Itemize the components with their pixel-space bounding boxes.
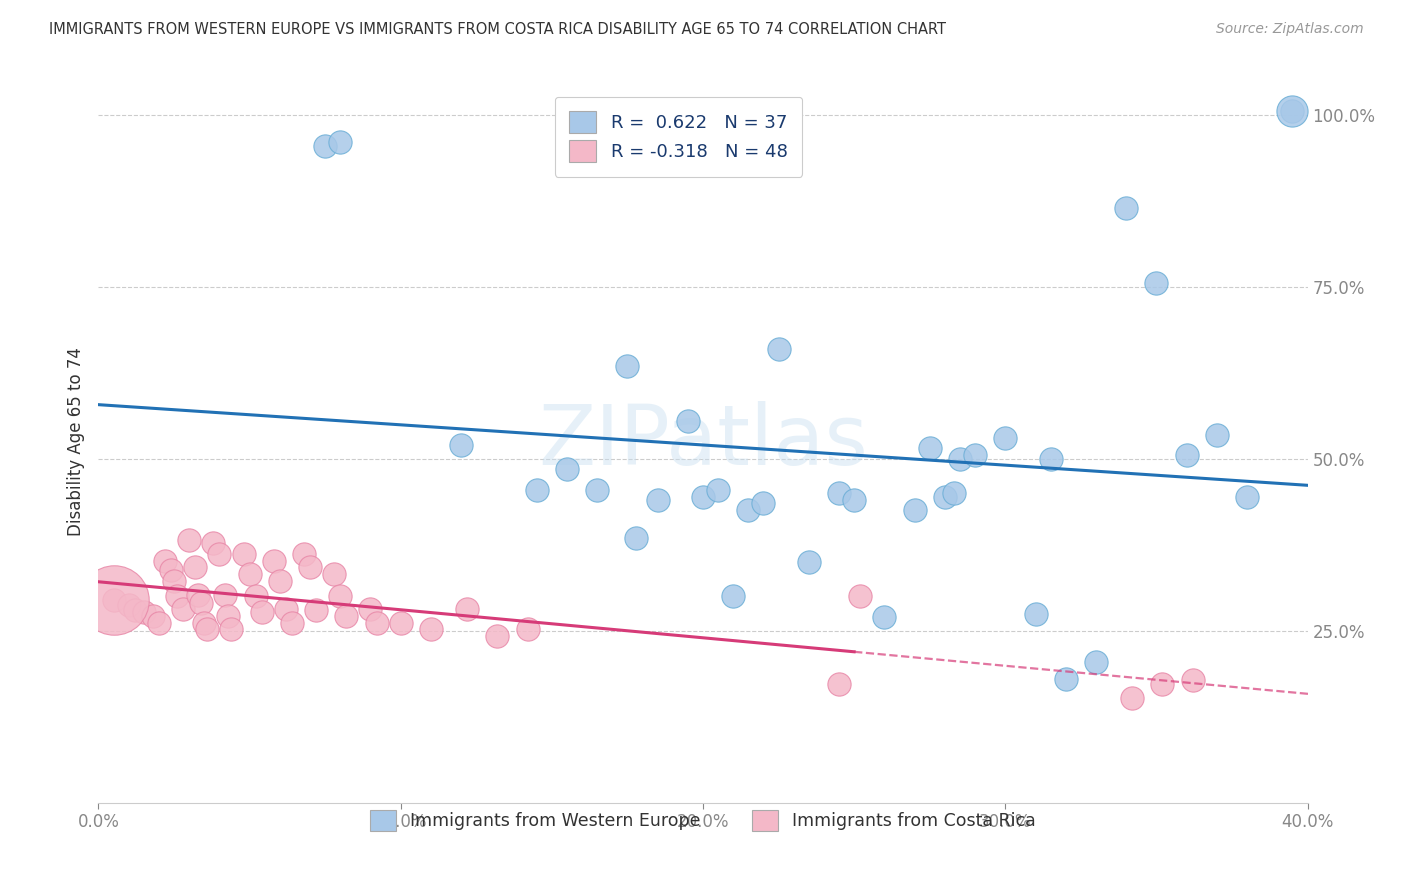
Point <box>1054 672 1077 686</box>
Point <box>202 535 225 549</box>
Point <box>1175 448 1198 462</box>
Point <box>873 610 896 624</box>
Point <box>269 574 291 589</box>
Point <box>299 560 322 574</box>
Point <box>214 588 236 602</box>
Point <box>281 615 304 630</box>
Text: Source: ZipAtlas.com: Source: ZipAtlas.com <box>1216 22 1364 37</box>
Point <box>1181 673 1204 688</box>
Text: ZIPatlas: ZIPatlas <box>538 401 868 482</box>
Point <box>163 574 186 589</box>
Point <box>828 677 851 691</box>
Legend: Immigrants from Western Europe, Immigrants from Costa Rica: Immigrants from Western Europe, Immigran… <box>356 796 1050 845</box>
Point <box>707 483 730 497</box>
Point <box>323 567 346 582</box>
Point <box>179 533 201 547</box>
Point <box>965 448 987 462</box>
Point <box>1115 201 1137 215</box>
Point <box>187 588 209 602</box>
Point <box>366 615 388 630</box>
Point <box>132 605 155 619</box>
Point <box>1152 677 1174 691</box>
Point <box>797 555 820 569</box>
Point <box>676 414 699 428</box>
Point <box>586 483 609 497</box>
Point <box>994 431 1017 445</box>
Point <box>329 590 352 604</box>
Point <box>103 592 125 607</box>
Point <box>768 342 790 356</box>
Text: IMMIGRANTS FROM WESTERN EUROPE VS IMMIGRANTS FROM COSTA RICA DISABILITY AGE 65 T: IMMIGRANTS FROM WESTERN EUROPE VS IMMIGR… <box>49 22 946 37</box>
Point <box>190 596 212 610</box>
Point <box>239 567 262 582</box>
Point <box>1236 490 1258 504</box>
Point <box>263 553 285 567</box>
Point <box>555 462 578 476</box>
Y-axis label: Disability Age 65 to 74: Disability Age 65 to 74 <box>66 347 84 536</box>
Point <box>193 615 215 630</box>
Point <box>124 603 146 617</box>
Point <box>828 486 851 500</box>
Point <box>1206 427 1229 442</box>
Point <box>844 493 866 508</box>
Point <box>232 547 254 561</box>
Point <box>208 547 231 561</box>
Point <box>1085 655 1108 669</box>
Point <box>1281 104 1303 119</box>
Point <box>142 608 165 623</box>
Point <box>752 496 775 510</box>
Point <box>221 623 243 637</box>
Point <box>456 601 478 615</box>
Point <box>195 623 218 637</box>
Point <box>166 590 188 604</box>
Point <box>526 483 548 497</box>
Point <box>450 438 472 452</box>
Point <box>723 590 745 604</box>
Point <box>1024 607 1046 621</box>
Point <box>692 490 714 504</box>
Point <box>305 603 328 617</box>
Point <box>934 490 956 504</box>
Point <box>245 590 267 604</box>
Point <box>153 553 176 567</box>
Point <box>360 601 382 615</box>
Point <box>616 359 638 373</box>
Point <box>148 615 170 630</box>
Point <box>292 547 315 561</box>
Point <box>329 135 352 149</box>
Point <box>389 615 412 630</box>
Point <box>1039 451 1062 466</box>
Point <box>849 590 872 604</box>
Point <box>1121 691 1143 706</box>
Point <box>942 486 965 500</box>
Point <box>160 563 183 577</box>
Point <box>904 503 927 517</box>
Point <box>918 442 941 456</box>
Point <box>274 601 297 615</box>
Point <box>314 138 336 153</box>
Point <box>1144 277 1167 291</box>
Point <box>949 451 972 466</box>
Point <box>647 493 669 508</box>
Point <box>737 503 759 517</box>
Point <box>103 592 125 607</box>
Point <box>217 608 239 623</box>
Point <box>335 608 357 623</box>
Point <box>626 531 648 545</box>
Point <box>172 601 194 615</box>
Point <box>118 598 141 612</box>
Point <box>420 623 443 637</box>
Point <box>516 623 538 637</box>
Point <box>1281 104 1303 119</box>
Point <box>184 560 207 574</box>
Point <box>250 605 273 619</box>
Point <box>486 629 509 643</box>
